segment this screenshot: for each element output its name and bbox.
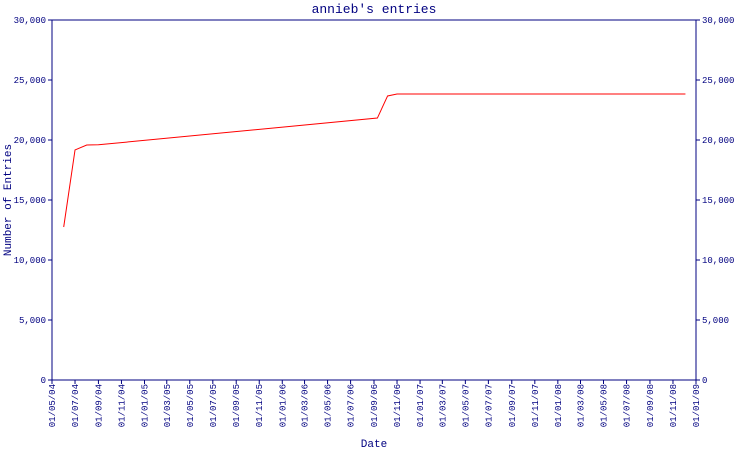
x-tick-label: 01/03/06 <box>301 384 311 427</box>
x-tick-label: 01/09/06 <box>370 384 380 427</box>
y-axis-label: Number of Entries <box>3 144 15 256</box>
x-tick-label: 01/09/07 <box>508 384 518 427</box>
y-tick-label: 5,000 <box>19 316 46 326</box>
y2-tick-label: 5,000 <box>702 316 729 326</box>
x-tick-label: 01/07/07 <box>484 384 494 427</box>
data-line <box>63 93 686 228</box>
y-tick-label: 0 <box>41 376 46 386</box>
y2-tick-label: 20,000 <box>702 136 734 146</box>
y-tick-label: 20,000 <box>14 136 46 146</box>
x-tick-label: 01/11/06 <box>393 384 403 427</box>
y2-tick-label: 10,000 <box>702 256 734 266</box>
x-tick-label: 01/07/08 <box>623 384 633 427</box>
x-tick-label: 01/11/05 <box>255 384 265 427</box>
y-tick-label: 25,000 <box>14 76 46 86</box>
x-tick-label: 01/09/05 <box>232 384 242 427</box>
y-tick-label: 10,000 <box>14 256 46 266</box>
x-tick-label: 01/03/08 <box>576 384 586 427</box>
x-tick-label: 01/05/04 <box>48 384 58 427</box>
x-tick-label: 01/05/08 <box>600 384 610 427</box>
x-tick-label: 01/07/05 <box>209 384 219 427</box>
chart-title: annieb's entries <box>312 2 437 17</box>
y2-tick-label: 25,000 <box>702 76 734 86</box>
x-tick-label: 01/11/04 <box>117 384 127 427</box>
x-tick-label: 01/11/08 <box>669 384 679 427</box>
x-tick-label: 01/05/05 <box>186 384 196 427</box>
y2-tick-label: 15,000 <box>702 196 734 206</box>
x-tick-label: 01/07/04 <box>71 384 81 427</box>
x-tick-label: 01/01/05 <box>140 384 150 427</box>
x-tick-label: 01/03/07 <box>438 384 448 427</box>
y2-tick-label: 30,000 <box>702 16 734 26</box>
x-tick-label: 01/09/08 <box>646 384 656 427</box>
plot-frame <box>51 19 697 381</box>
y-tick-label: 30,000 <box>14 16 46 26</box>
x-tick-label: 01/01/09 <box>692 384 702 427</box>
x-tick-label: 01/07/06 <box>347 384 357 427</box>
y-tick-label: 15,000 <box>14 196 46 206</box>
x-tick-label: 01/01/07 <box>416 384 426 427</box>
x-tick-label: 01/09/04 <box>94 384 104 427</box>
x-tick-label: 01/05/06 <box>324 384 334 427</box>
x-tick-label: 01/05/07 <box>461 384 471 427</box>
x-tick-label: 01/03/05 <box>163 384 173 427</box>
x-tick-label: 01/01/08 <box>554 384 564 427</box>
x-tick-label: 01/01/06 <box>278 384 288 427</box>
x-axis-label: Date <box>361 439 387 450</box>
x-tick-label: 01/11/07 <box>531 384 541 427</box>
y2-tick-label: 0 <box>702 376 707 386</box>
